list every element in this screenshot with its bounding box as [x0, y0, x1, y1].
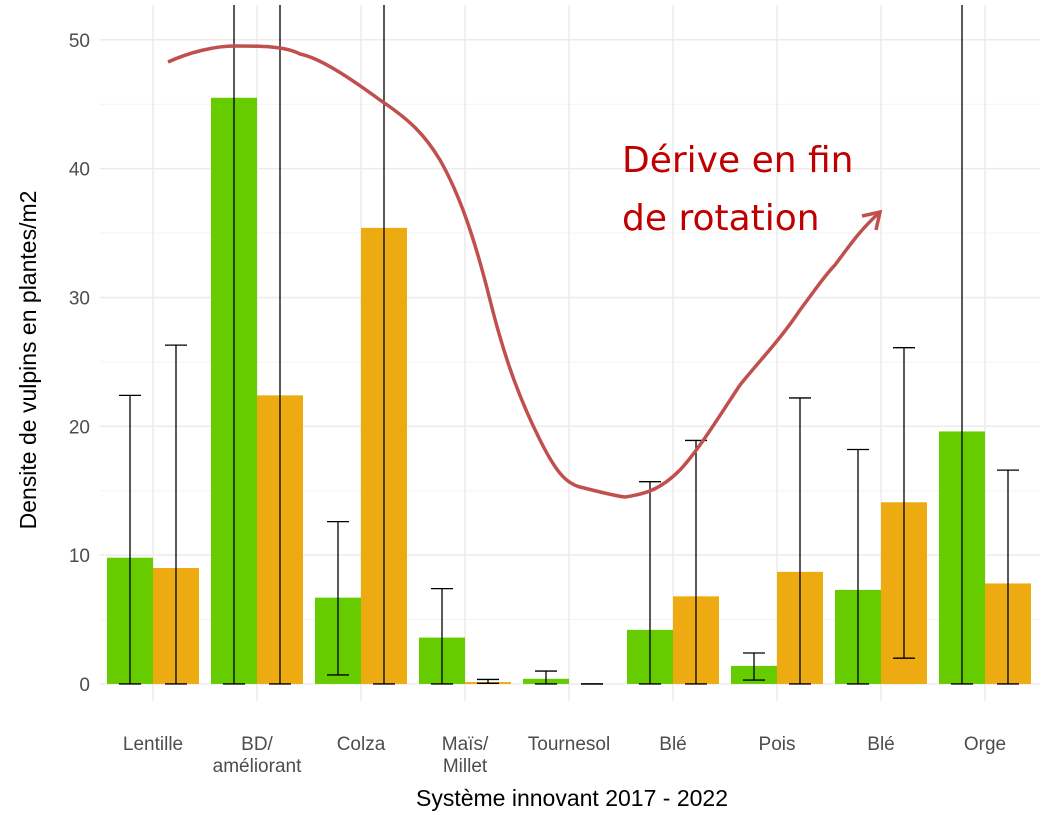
error-bar	[997, 469, 1019, 685]
error-bar	[165, 344, 187, 685]
y-tick-label: 30	[69, 288, 90, 309]
error-bar	[373, 5, 395, 685]
x-tick-label: Millet	[443, 756, 488, 777]
x-tick-label: améliorant	[213, 756, 302, 777]
x-tick-label: BD/	[241, 734, 273, 755]
marks	[107, 5, 1031, 685]
y-axis-title: Densite de vulpins en plantes/m2	[15, 191, 41, 530]
y-tick-label: 20	[69, 417, 90, 438]
error-bar	[119, 394, 141, 685]
error-bar	[535, 670, 557, 685]
x-tick-label: Blé	[659, 734, 686, 755]
x-tick-label: Pois	[759, 734, 796, 755]
y-tick-label: 40	[69, 160, 90, 181]
x-tick-label: Lentille	[123, 734, 183, 755]
error-bar	[893, 347, 915, 659]
y-tick-label: 50	[69, 31, 90, 52]
error-bar	[743, 652, 765, 681]
annotation: Dérive en fin	[622, 140, 853, 181]
annotation: de rotation	[622, 198, 820, 239]
drift-arrowhead	[861, 209, 883, 231]
error-bar	[789, 397, 811, 685]
error-bar	[327, 520, 349, 676]
error-bar	[431, 587, 453, 685]
drift-curve	[167, 44, 882, 499]
error-bar	[951, 5, 973, 685]
error-bar	[269, 5, 291, 685]
error-bar	[223, 5, 245, 685]
x-tick-label: Orge	[964, 734, 1006, 755]
x-axis-title: Système innovant 2017 - 2022	[416, 785, 728, 811]
x-tick-label: Maïs/	[442, 734, 489, 755]
error-bar	[847, 448, 869, 685]
error-bar	[477, 678, 499, 684]
x-tick-label: Tournesol	[528, 734, 610, 755]
x-tick-label: Blé	[867, 734, 894, 755]
y-tick-label: 10	[69, 546, 90, 567]
y-tick-label: 0	[79, 675, 90, 696]
x-tick-label: Colza	[337, 734, 386, 755]
error-bar	[639, 481, 661, 685]
